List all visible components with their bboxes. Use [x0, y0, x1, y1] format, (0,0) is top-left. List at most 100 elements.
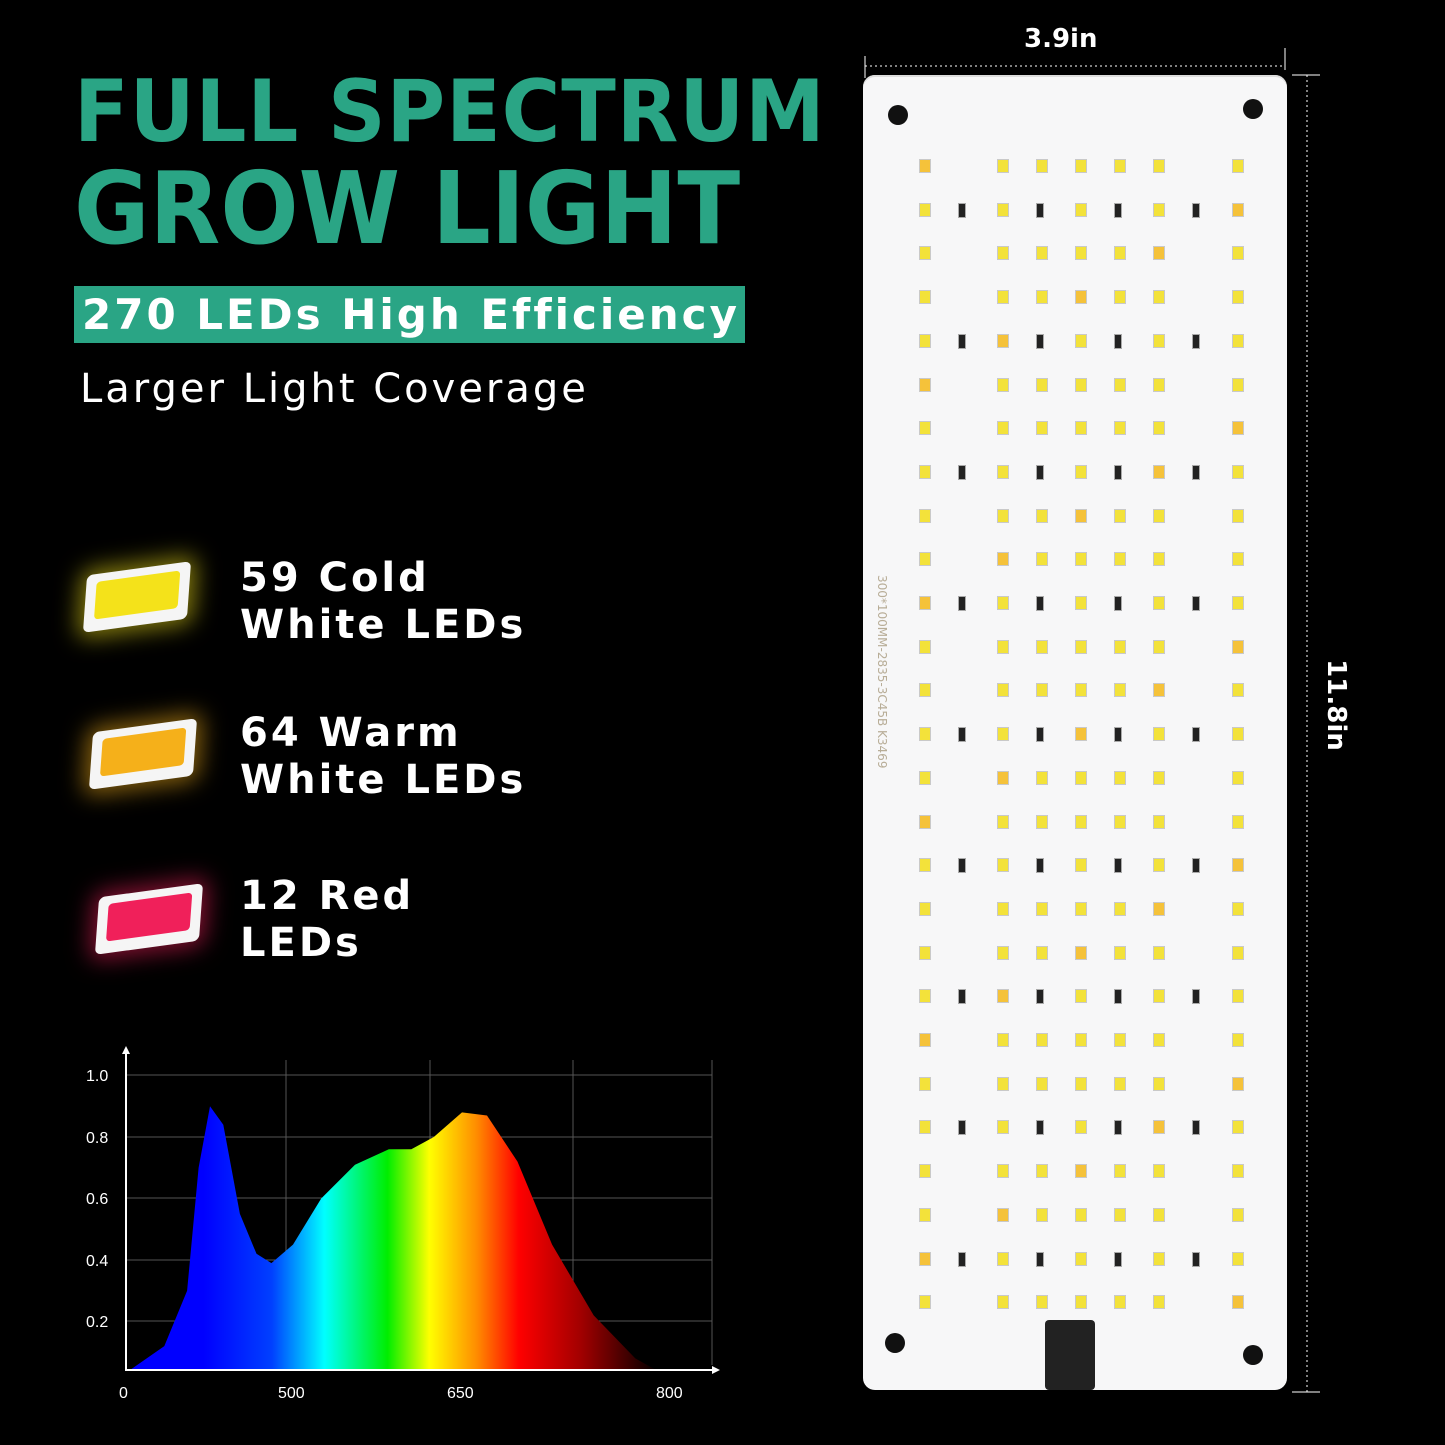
warm-white-label: 64 Warm White LEDs	[240, 710, 526, 804]
led	[997, 770, 1009, 785]
led	[997, 683, 1009, 698]
resistor	[1114, 989, 1122, 1005]
led	[1114, 246, 1126, 261]
led	[1075, 464, 1087, 479]
resistor	[1192, 727, 1200, 743]
led	[1153, 858, 1165, 873]
led	[919, 683, 931, 698]
led	[1114, 1295, 1126, 1310]
led	[919, 333, 931, 348]
led	[1232, 639, 1244, 654]
led	[1232, 1207, 1244, 1222]
led	[1153, 1251, 1165, 1266]
x-tick: 650	[447, 1385, 474, 1402]
led	[1075, 421, 1087, 436]
y-tick: 0.6	[86, 1191, 108, 1208]
led	[919, 901, 931, 916]
headline-line1: FULL SPECTRUM	[74, 62, 826, 162]
led	[1232, 596, 1244, 610]
led	[1232, 159, 1244, 173]
resistor	[1036, 858, 1044, 874]
width-label: 3.9in	[1024, 24, 1098, 54]
led	[919, 1207, 931, 1222]
power-connector	[1045, 1320, 1095, 1390]
led	[997, 639, 1009, 654]
led	[1075, 1076, 1087, 1091]
led	[919, 1076, 931, 1091]
led	[1232, 1251, 1244, 1266]
led	[919, 377, 931, 392]
led	[919, 858, 931, 873]
cold-white-led-icon	[82, 561, 192, 633]
led	[1232, 770, 1244, 785]
warm-white-led-icon	[88, 718, 198, 790]
y-tick: 0.4	[86, 1253, 108, 1270]
led	[1075, 683, 1087, 698]
led	[919, 202, 931, 217]
led	[1153, 1033, 1165, 1047]
led	[997, 464, 1009, 479]
led	[1036, 770, 1048, 785]
red-label: 12 Red LEDs	[240, 873, 414, 967]
red-led-icon	[94, 883, 204, 955]
led	[997, 1295, 1009, 1310]
led	[919, 814, 931, 829]
led	[1153, 552, 1165, 567]
spectrum-chart: 0 500 650 800 1.0 0.8 0.6 0.4 0.2	[86, 1046, 720, 1402]
led	[1114, 814, 1126, 829]
led	[1075, 1251, 1087, 1266]
led	[1153, 727, 1165, 742]
spectrum-area	[130, 1106, 657, 1370]
led	[1075, 1207, 1087, 1222]
led	[997, 727, 1009, 742]
led	[1232, 1295, 1244, 1310]
led	[997, 333, 1009, 348]
led	[1075, 727, 1087, 742]
resistor	[1192, 596, 1200, 611]
led	[1036, 945, 1048, 960]
led	[1075, 989, 1087, 1004]
led	[1114, 508, 1126, 523]
led	[919, 989, 931, 1004]
led	[1153, 159, 1165, 173]
led	[997, 858, 1009, 873]
led	[1153, 989, 1165, 1004]
led	[1114, 552, 1126, 567]
led	[997, 596, 1009, 610]
led	[1075, 1164, 1087, 1179]
led	[1232, 202, 1244, 217]
led	[1232, 1076, 1244, 1091]
y-axis-arrow	[122, 1046, 130, 1054]
resistor	[1114, 1251, 1122, 1267]
led	[1153, 246, 1165, 261]
led	[919, 159, 931, 173]
led	[1036, 246, 1048, 261]
led	[1114, 945, 1126, 960]
led	[1036, 159, 1048, 173]
led	[1075, 1295, 1087, 1310]
led	[1153, 814, 1165, 829]
resistor	[958, 858, 966, 874]
x-axis-arrow	[712, 1366, 720, 1374]
y-tick: 0.8	[86, 1130, 108, 1147]
led	[1232, 858, 1244, 873]
led	[919, 421, 931, 436]
led	[919, 945, 931, 960]
led	[1075, 333, 1087, 348]
led	[1232, 683, 1244, 698]
led	[919, 596, 931, 610]
resistor	[958, 596, 966, 611]
led	[1232, 945, 1244, 960]
led	[1153, 508, 1165, 523]
led	[919, 290, 931, 305]
led	[1036, 1207, 1048, 1222]
led	[1232, 421, 1244, 436]
led	[1036, 421, 1048, 436]
led	[1075, 770, 1087, 785]
led	[1036, 377, 1048, 392]
cold-white-label: 59 Cold White LEDs	[240, 555, 526, 649]
led	[1232, 508, 1244, 523]
led	[1232, 290, 1244, 305]
silkscreen-text: 300*100MM-2835-3C45B K3469	[875, 575, 889, 769]
mounting-hole	[888, 105, 908, 125]
